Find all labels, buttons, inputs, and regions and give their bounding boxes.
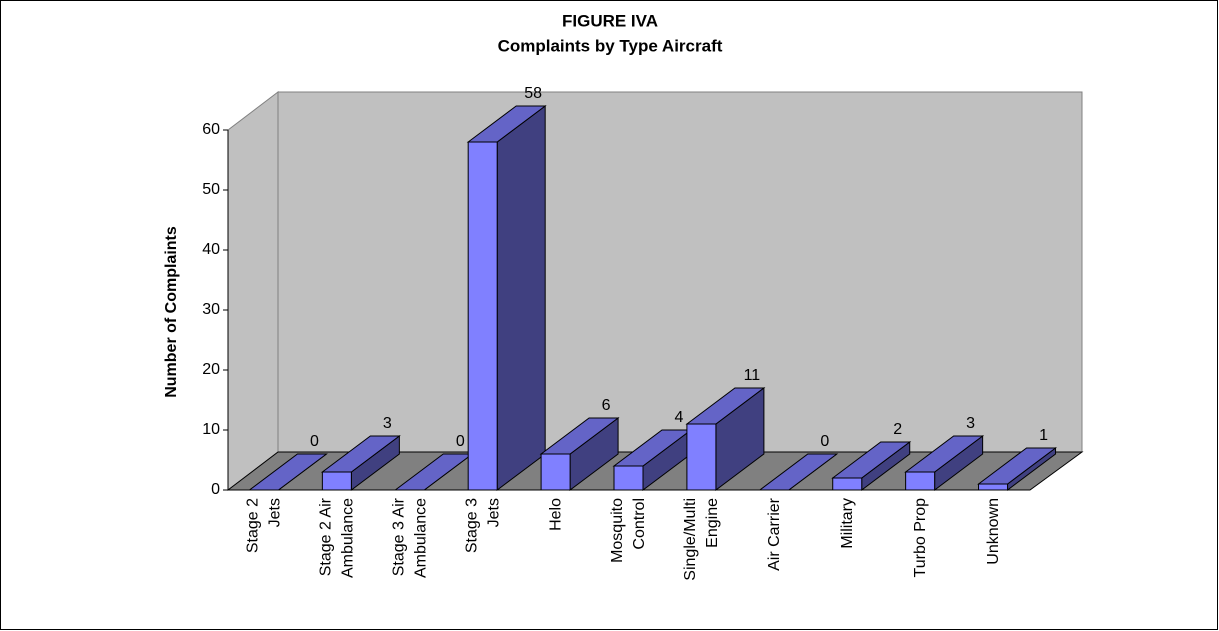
x-tick-label: Military	[839, 498, 856, 549]
bar	[685, 387, 766, 491]
data-label: 58	[524, 85, 542, 102]
bar	[758, 453, 839, 491]
data-label: 3	[383, 415, 392, 432]
bar-front	[540, 453, 571, 491]
data-label: 0	[310, 433, 319, 450]
y-tick-label: 20	[202, 361, 220, 378]
bar-front	[832, 477, 863, 491]
x-tick-label: Ambulance	[340, 498, 357, 578]
side-wall	[227, 90, 279, 492]
data-label: 0	[456, 433, 465, 450]
y-tick-label: 0	[211, 481, 220, 498]
bar	[320, 435, 401, 491]
x-tick-label: Control	[631, 498, 648, 550]
y-axis-title: Number of Complaints	[163, 226, 180, 398]
y-tick-label: 60	[202, 121, 220, 138]
bar	[539, 417, 620, 491]
data-label: 11	[744, 367, 761, 384]
chart-title: FIGURE IVA	[562, 11, 658, 30]
chart-subtitle: Complaints by Type Aircraft	[498, 36, 723, 55]
y-tick-label: 50	[202, 181, 220, 198]
bar-front	[467, 141, 498, 491]
x-tick-label: Mosquito	[609, 498, 626, 563]
x-tick-label: Jets	[267, 498, 284, 527]
back-wall	[277, 91, 1083, 453]
data-label: 2	[893, 421, 902, 438]
bar	[612, 429, 693, 491]
bar	[466, 105, 547, 491]
y-tick-label: 30	[202, 301, 220, 318]
x-tick-label: Stage 2 Air	[318, 497, 335, 576]
bar	[831, 441, 912, 491]
x-tick-label: Unknown	[985, 498, 1002, 565]
data-label: 1	[1039, 427, 1048, 444]
x-tick-label: Stage 3 Air	[390, 497, 407, 576]
y-tick-label: 40	[202, 241, 220, 258]
y-tick-label: 10	[202, 421, 220, 438]
data-label: 4	[675, 409, 684, 426]
x-tick-label: Stage 2	[245, 498, 262, 553]
bar-front	[686, 423, 717, 491]
x-tick-label: Turbo Prop	[912, 498, 929, 578]
x-tick-label: Ambulance	[412, 498, 429, 578]
data-label: 0	[820, 433, 829, 450]
x-tick-label: Helo	[547, 498, 564, 531]
bar-front	[978, 483, 1009, 491]
x-tick-label: Stage 3	[463, 498, 480, 553]
x-tick-label: Jets	[485, 498, 502, 527]
bar	[904, 435, 985, 491]
bar-front	[905, 471, 936, 491]
x-tick-label: Air Carrier	[766, 497, 783, 571]
bar-side	[496, 105, 546, 491]
x-tick-label: Engine	[704, 498, 721, 548]
data-label: 6	[602, 397, 611, 414]
bar	[247, 453, 328, 491]
data-label: 3	[966, 415, 975, 432]
bar-front	[613, 465, 644, 491]
bar	[977, 446, 1058, 492]
x-tick-label: Single/Multi	[682, 498, 699, 581]
bar-front	[321, 471, 352, 491]
